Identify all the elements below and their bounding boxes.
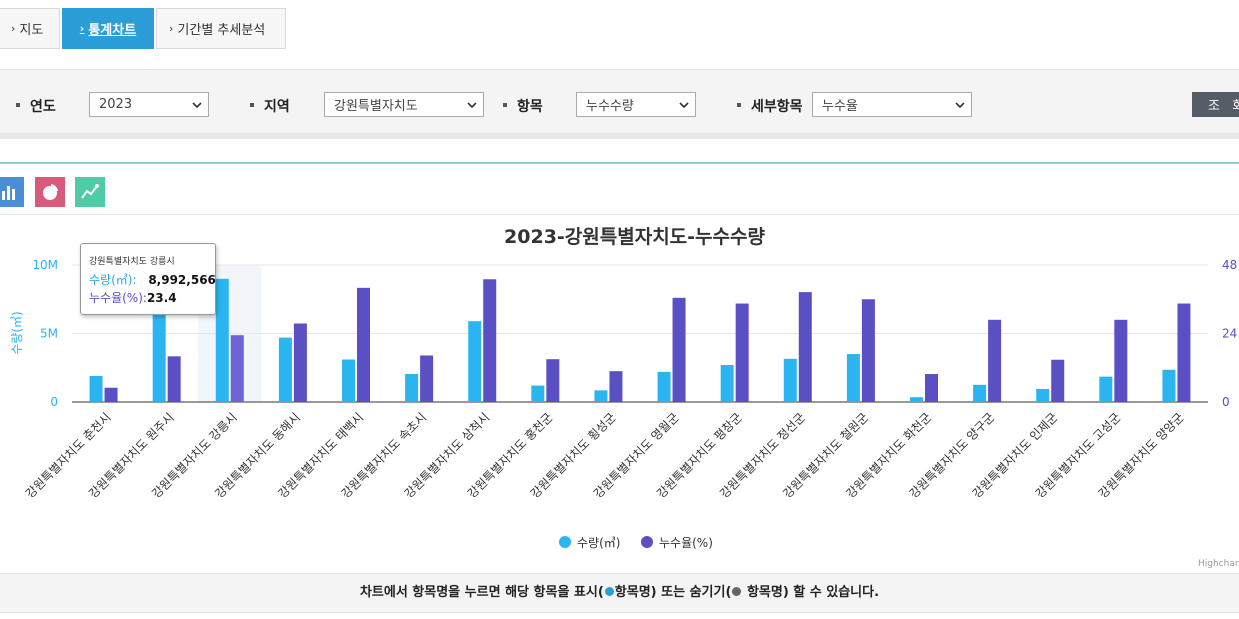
legend-marker-leak-rate [641, 536, 653, 548]
bar-volume [152, 308, 166, 402]
bar-volume [278, 337, 292, 402]
tooltip-volume-value: 8,992,566 [148, 273, 216, 287]
divider [0, 214, 1239, 215]
bar-leak-rate [1177, 303, 1191, 402]
view-tabs: › 지도 › 통계차트 › 기간별 추세분석 [0, 8, 288, 49]
year-select-value: 2023 [99, 97, 133, 112]
tooltip-rate-value: 23.4 [146, 291, 177, 305]
bar-leak-rate [546, 359, 560, 402]
year-select[interactable]: 2023 [89, 92, 209, 117]
tab-stat-chart-label: 통계차트 [88, 23, 137, 38]
bar-leak-rate [925, 374, 938, 402]
bar-volume [783, 358, 797, 402]
bar-volume [910, 397, 923, 402]
y-tick-label: 5M [40, 327, 58, 341]
chevron-down-icon [192, 102, 202, 109]
item-label: 항목 [503, 96, 543, 116]
bar-leak-rate [798, 292, 812, 402]
bar-leak-rate [420, 355, 434, 402]
bar-volume [1099, 376, 1113, 402]
bar-leak-rate [672, 297, 686, 402]
bar-volume [720, 365, 734, 402]
bar-leak-rate [357, 287, 370, 402]
chevron-right-icon: › [79, 22, 85, 35]
tab-map[interactable]: › 지도 [0, 8, 60, 49]
chevron-down-icon [467, 102, 477, 109]
bar-leak-rate [1114, 319, 1128, 402]
chart-tooltip: 강원특별자치도 강릉시 수량(㎥): 8,992,566 누수율(%):23.4 [80, 243, 216, 315]
bar-volume [468, 321, 482, 402]
bar-leak-rate [167, 356, 181, 402]
notice-text-1: 차트에서 항목명을 누르면 해당 항목을 표시( [359, 585, 604, 600]
visible-dot-icon [604, 587, 614, 596]
pie-chart-icon[interactable] [35, 177, 65, 207]
y2-tick-label: 24 [1222, 327, 1237, 341]
year-label: 연도 [16, 96, 56, 116]
detail-select[interactable]: 누수율 [812, 92, 972, 117]
bar-leak-rate [483, 279, 497, 402]
notice-text-2: 항목명) 또는 숨기기( [614, 585, 732, 600]
bar-volume [531, 385, 545, 402]
region-select-value: 강원특별자치도 [334, 99, 418, 114]
bar-volume [1162, 369, 1176, 402]
bar-leak-rate [104, 387, 118, 402]
filter-bar: 연도 2023 지역 강원특별자치도 항목 누수수량 세부항목 누수율 조 회 [0, 69, 1239, 139]
bar-volume [342, 359, 355, 402]
bar-volume [594, 390, 608, 402]
tab-trend-analysis-label: 기간별 추세분석 [177, 23, 266, 38]
bar-leak-rate [609, 371, 623, 402]
legend-label-volume: 수량(㎥) [577, 536, 620, 550]
tooltip-volume-name: 수량(㎥): [89, 273, 137, 287]
legend-label-leak-rate: 누수율(%) [659, 536, 713, 550]
item-select-value: 누수수량 [586, 99, 634, 114]
bar-volume [846, 354, 860, 402]
y-axis-title: 수량(㎥) [10, 311, 24, 354]
bar-leak-rate [988, 319, 1002, 402]
tab-stat-chart[interactable]: › 통계차트 [62, 8, 154, 49]
tooltip-row-rate: 누수율(%):23.4 [89, 289, 215, 307]
bar-volume [657, 371, 671, 402]
legend-marker-volume [559, 536, 571, 548]
tooltip-header: 강원특별자치도 강릉시 [89, 257, 175, 267]
chevron-right-icon: › [11, 22, 16, 35]
region-label: 지역 [250, 96, 290, 116]
chart-notice: 차트에서 항목명을 누르면 해당 항목을 표시( 항목명) 또는 숨기기( 항목명… [0, 573, 1239, 613]
bar-volume [405, 373, 419, 402]
chart-title: 2023-강원특별자치도-누수수량 [504, 226, 765, 248]
chart-credits[interactable]: Highcharts.com [1198, 559, 1239, 569]
detail-label: 세부항목 [737, 96, 803, 116]
search-button[interactable]: 조 회 [1192, 92, 1239, 117]
bar-volume [973, 384, 987, 402]
chevron-down-icon [955, 102, 965, 109]
tab-trend-analysis[interactable]: › 기간별 추세분석 [156, 8, 286, 49]
region-select[interactable]: 강원특별자치도 [324, 92, 484, 117]
item-select[interactable]: 누수수량 [576, 92, 696, 117]
line-chart-icon[interactable] [75, 177, 105, 207]
hidden-dot-icon [732, 587, 742, 596]
bar-volume [89, 375, 103, 402]
bar-leak-rate [230, 335, 244, 402]
detail-select-value: 누수율 [822, 99, 858, 114]
y2-tick-label: 0 [1222, 395, 1230, 409]
bar-volume [1036, 388, 1050, 402]
chart-panel: 2023-강원특별자치도-누수수량 [0, 162, 1239, 573]
bar-leak-rate [735, 303, 749, 402]
bar-leak-rate [861, 299, 875, 402]
bar-chart-icon[interactable] [0, 177, 24, 207]
y-tick-label: 0 [50, 395, 58, 409]
bar-leak-rate [293, 323, 307, 402]
tooltip-row-volume: 수량(㎥): 8,992,566 [89, 271, 216, 289]
y2-tick-label: 48 [1222, 258, 1237, 272]
tooltip-rate-name: 누수율(%): [89, 291, 147, 305]
chevron-down-icon [679, 102, 689, 109]
chevron-right-icon: › [169, 22, 174, 35]
notice-text-3: 항목명) 할 수 있습니다. [742, 585, 880, 600]
y-tick-label: 10M [32, 258, 58, 272]
bar-volume [215, 278, 229, 402]
bar-leak-rate [1051, 359, 1065, 402]
tab-map-label: 지도 [19, 23, 44, 38]
